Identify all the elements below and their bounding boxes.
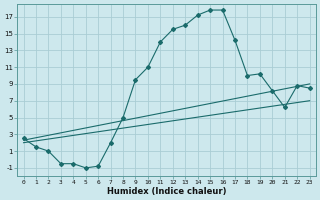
X-axis label: Humidex (Indice chaleur): Humidex (Indice chaleur) [107, 187, 226, 196]
